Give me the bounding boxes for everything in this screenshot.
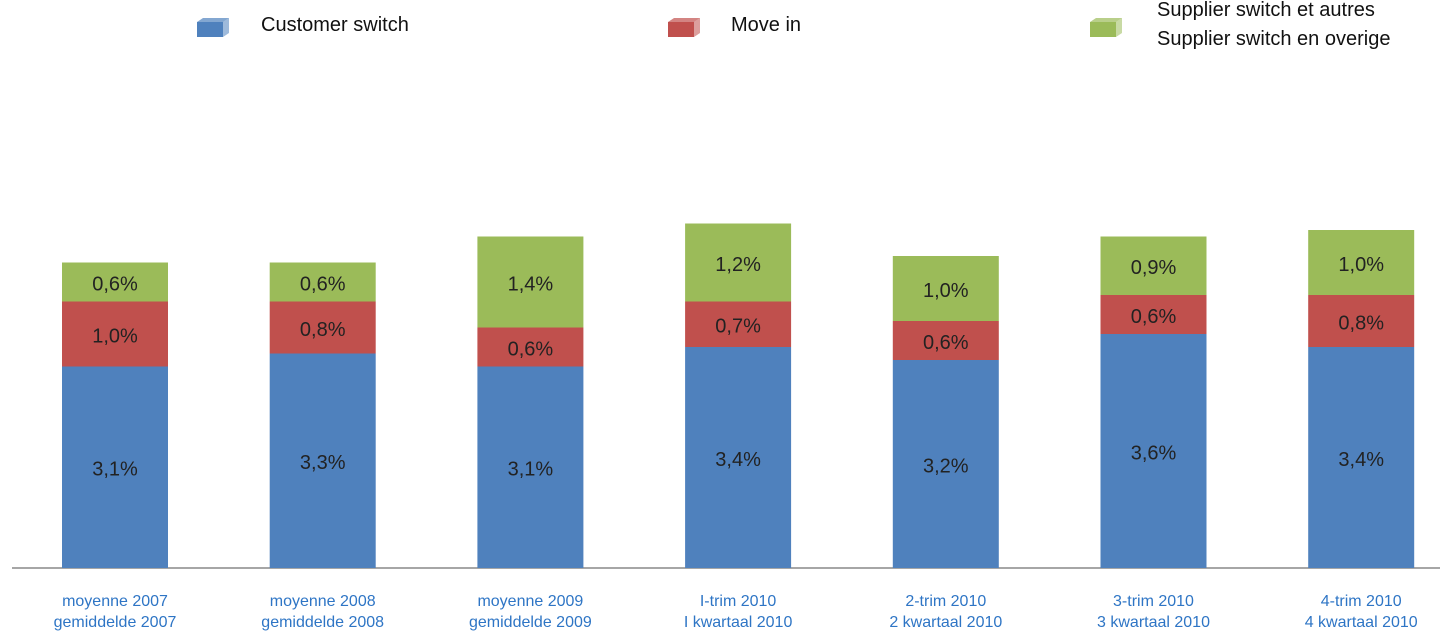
bar-segment (269, 353, 376, 568)
bar-segment (892, 256, 999, 321)
bar-segment (269, 301, 376, 354)
bar-segment (477, 236, 584, 328)
bar-segment (62, 301, 168, 367)
data-label: 3,4% (1338, 449, 1384, 471)
data-label: 1,0% (1338, 254, 1384, 276)
data-label: 0,6% (92, 273, 138, 295)
data-label: 0,6% (1131, 306, 1177, 328)
legend-label: Customer switch (261, 14, 409, 36)
x-tick-label: 3-trim 2010 3 kwartaal 2010 (1097, 593, 1210, 631)
bar-segment (1100, 334, 1207, 568)
bar-segment (1100, 236, 1207, 295)
data-label: 3,2% (923, 455, 969, 477)
x-tick-label: moyenne 2007 gemiddelde 2007 (53, 593, 177, 631)
bar-segment (892, 360, 999, 568)
data-label: 3,4% (715, 449, 761, 471)
bar-segment (477, 366, 584, 568)
bar-segment (1308, 230, 1415, 295)
data-label: 0,8% (300, 319, 346, 341)
bar-segment (892, 321, 999, 360)
legend-icon (197, 18, 229, 37)
data-label: 0,6% (923, 332, 969, 354)
data-label: 1,2% (715, 254, 761, 276)
data-label: 1,0% (92, 325, 138, 347)
bar-segment (477, 327, 584, 367)
bar-segment (1308, 347, 1415, 568)
bar-segment (685, 347, 792, 568)
legend-icon (1090, 18, 1122, 37)
x-tick-label: moyenne 2008 gemiddelde 2008 (261, 593, 385, 631)
x-tick-label: 2-trim 2010 2 kwartaal 2010 (889, 593, 1003, 631)
bar-segment (685, 301, 792, 347)
data-label: 3,6% (1131, 442, 1177, 464)
data-label: 3,1% (92, 459, 138, 481)
x-tick-label: 4-trim 2010 4 kwartaal 2010 (1304, 593, 1418, 631)
x-tick-label: I-trim 2010 I kwartaal 2010 (683, 593, 793, 631)
data-label: 1,0% (923, 280, 969, 302)
bar-segment (685, 223, 792, 302)
data-label: 0,6% (508, 338, 554, 360)
data-label: 0,9% (1131, 257, 1177, 279)
legend-label: Move in (731, 14, 802, 36)
bar-segment (62, 262, 168, 302)
data-label: 1,4% (508, 273, 554, 295)
legend-icon (668, 18, 700, 37)
data-label: 0,7% (715, 316, 761, 338)
legend-label: Supplier switch et autres Supplier switc… (1157, 0, 1391, 50)
bar-segment (1100, 295, 1207, 334)
bar-segment (1308, 295, 1415, 347)
data-label: 3,3% (300, 452, 346, 474)
data-label: 3,1% (508, 459, 554, 481)
bar-segment (269, 262, 376, 302)
bar-segment (62, 366, 168, 568)
data-label: 0,8% (1338, 312, 1384, 334)
data-label: 0,6% (300, 273, 346, 295)
x-tick-label: moyenne 2009 gemiddelde 2009 (469, 593, 592, 631)
